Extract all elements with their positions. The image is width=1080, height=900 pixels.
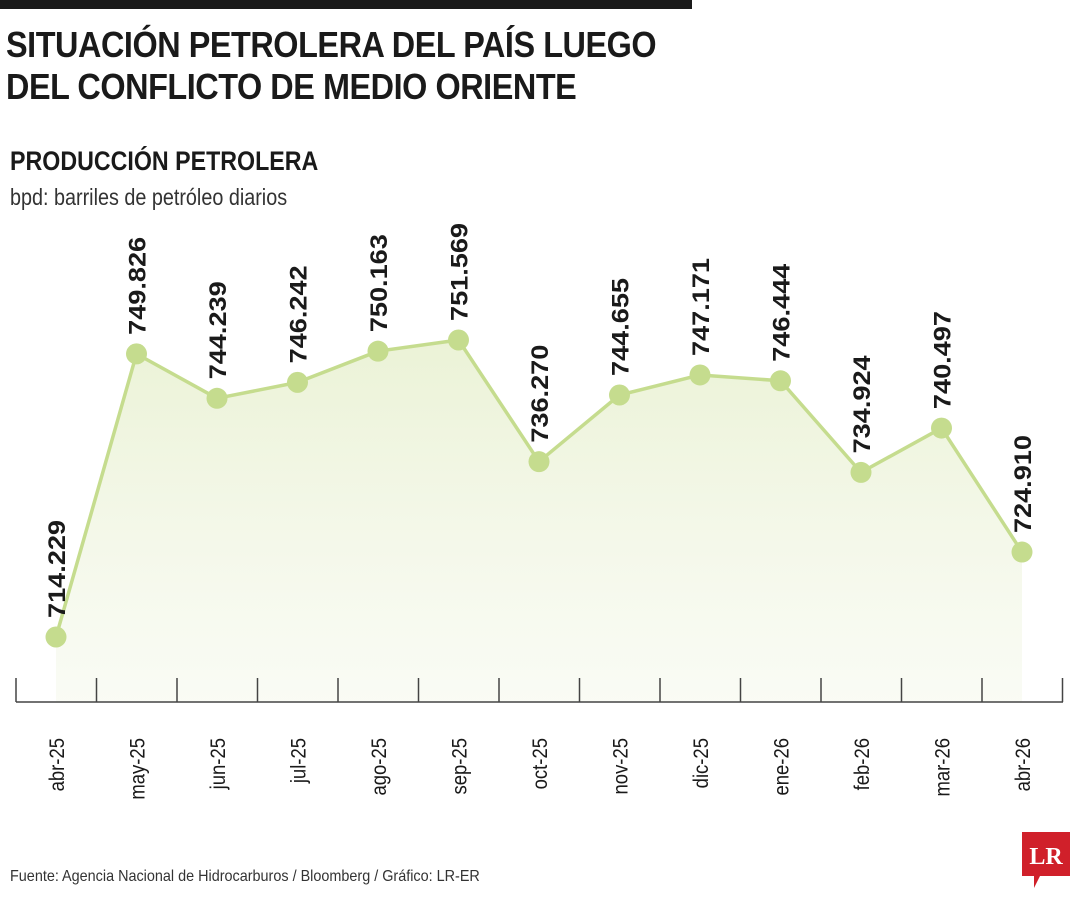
data-point [448, 329, 469, 351]
x-tick-label: jul-25 [287, 738, 310, 784]
data-label: 724.910 [1010, 435, 1037, 533]
data-label: 746.242 [286, 265, 313, 363]
data-label: 744.239 [205, 281, 232, 379]
title-line-1: SITUACIÓN PETROLERA DEL PAÍS LUEGO [6, 24, 657, 65]
x-tick-label: dic-25 [690, 738, 713, 788]
x-tick-label: nov-25 [609, 738, 632, 794]
data-point [850, 461, 872, 483]
data-point [206, 387, 228, 409]
data-label: 749.826 [125, 237, 152, 335]
data-point [367, 340, 389, 362]
source-note: Fuente: Agencia Nacional de Hidrocarburo… [10, 868, 480, 885]
data-point [689, 364, 711, 386]
data-label: 744.655 [608, 278, 635, 376]
data-point [126, 343, 147, 365]
data-point [609, 384, 630, 406]
x-tick-label: ago-25 [368, 738, 391, 796]
chart-title: SITUACIÓN PETROLERA DEL PAÍS LUEGO DEL C… [6, 24, 657, 108]
unit-note: bpd: barriles de petróleo diarios [10, 184, 288, 210]
x-tick-label: mar-26 [931, 738, 954, 796]
x-tick-label: oct-25 [529, 738, 552, 789]
x-tick-label: feb-26 [851, 738, 874, 790]
chart-subtitle: PRODUCCIÓN PETROLERA [10, 146, 319, 176]
x-tick-label: abr-26 [1012, 738, 1035, 791]
data-point [1011, 541, 1033, 563]
data-label: 747.171 [688, 258, 715, 356]
data-label: 751.569 [447, 223, 474, 321]
top-rule [0, 0, 692, 9]
data-label: 736.270 [527, 345, 554, 443]
x-tick-label: abr-25 [46, 738, 69, 791]
data-label: 734.924 [849, 355, 876, 454]
data-label: 740.497 [930, 311, 957, 409]
data-point [287, 371, 308, 393]
line-chart: 714.229 749.826 744.239 746.242 750.163 751.5… [15, 223, 1064, 800]
data-point [931, 417, 952, 439]
area-fill [56, 340, 1022, 702]
data-label: 714.229 [44, 520, 71, 618]
x-tick-label: ene-26 [770, 738, 793, 796]
logo-text: LR [1029, 844, 1063, 870]
data-point [770, 370, 791, 392]
x-tick-label: sep-25 [448, 738, 471, 794]
data-label: 746.444 [769, 263, 796, 362]
x-tick-label: may-25 [126, 738, 149, 800]
title-line-2: DEL CONFLICTO DE MEDIO ORIENTE [6, 66, 577, 107]
data-point [45, 626, 67, 648]
lr-logo: LR [1022, 832, 1070, 888]
x-tick-label: jun-25 [207, 738, 230, 790]
data-point [528, 451, 550, 473]
data-label: 750.163 [366, 234, 393, 332]
